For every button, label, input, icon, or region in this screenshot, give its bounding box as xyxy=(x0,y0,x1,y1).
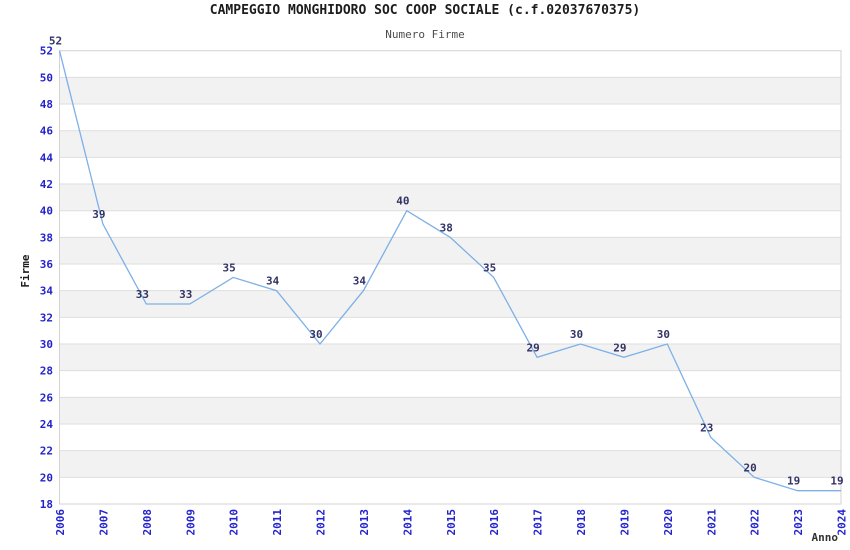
y-tick-label: 22 xyxy=(40,445,53,458)
data-point-label: 29 xyxy=(526,341,539,354)
grid-band xyxy=(59,184,841,211)
chart-title: CAMPEGGIO MONGHIDORO SOC COOP SOCIALE (c… xyxy=(209,3,641,18)
x-tick-label: 2023 xyxy=(792,509,805,536)
data-point-label: 52 xyxy=(49,35,62,48)
x-tick-label: 2009 xyxy=(184,509,197,536)
x-tick-label: 2010 xyxy=(228,509,241,536)
data-point-label: 34 xyxy=(266,275,280,288)
x-tick-label: 2018 xyxy=(575,509,588,536)
x-tick-label: 2015 xyxy=(445,509,458,536)
data-point-label: 30 xyxy=(570,328,583,341)
y-tick-label: 18 xyxy=(40,498,53,511)
y-tick-label: 36 xyxy=(40,258,54,271)
data-point-label: 30 xyxy=(657,328,670,341)
x-tick-label: 2007 xyxy=(97,509,110,536)
plot-border xyxy=(59,50,842,505)
x-tick-label: 2020 xyxy=(662,509,675,536)
data-point-label: 19 xyxy=(830,475,843,488)
data-point-label: 33 xyxy=(136,288,149,301)
data-point-label: 38 xyxy=(440,221,453,234)
y-tick-label: 26 xyxy=(40,391,54,404)
data-point-label: 33 xyxy=(179,288,192,301)
grid-band xyxy=(59,344,841,371)
x-tick-label: 2024 xyxy=(836,509,849,536)
chart-subtitle: Numero Firme xyxy=(385,28,465,41)
y-tick-label: 50 xyxy=(40,71,53,84)
grid-band xyxy=(59,450,841,478)
y-tick-label: 46 xyxy=(40,125,54,138)
data-point-label: 35 xyxy=(483,261,496,274)
x-tick-label: 2008 xyxy=(141,509,154,536)
grid-band xyxy=(59,237,841,265)
x-tick-label: 2006 xyxy=(54,509,67,536)
x-tick-label: 2021 xyxy=(705,509,718,536)
x-tick-label: 2012 xyxy=(315,509,328,536)
x-tick-label: 2016 xyxy=(488,509,501,536)
y-tick-label: 20 xyxy=(40,471,53,484)
data-point-label: 39 xyxy=(92,208,105,221)
data-point-label: 30 xyxy=(309,328,322,341)
y-tick-label: 44 xyxy=(40,151,54,164)
y-tick-label: 30 xyxy=(40,338,53,351)
data-point-label: 20 xyxy=(744,461,757,474)
y-tick-label: 40 xyxy=(40,205,53,218)
series-line xyxy=(58,50,841,492)
y-tick-label: 42 xyxy=(40,178,53,191)
data-point-label: 23 xyxy=(700,421,713,434)
grid-band xyxy=(59,397,841,425)
x-tick-label: 2013 xyxy=(358,509,371,536)
y-tick-label: 38 xyxy=(40,231,53,244)
data-point-label: 35 xyxy=(223,261,236,274)
x-tick-label: 2022 xyxy=(749,509,762,536)
data-point-label: 40 xyxy=(396,195,409,208)
y-tick-label: 28 xyxy=(40,365,53,378)
y-tick-label: 52 xyxy=(40,45,53,58)
data-point-label: 29 xyxy=(613,341,626,354)
data-point-label: 34 xyxy=(353,275,367,288)
y-tick-label: 34 xyxy=(40,285,54,298)
x-tick-label: 2017 xyxy=(532,509,545,536)
y-tick-label: 24 xyxy=(40,418,54,431)
x-tick-label: 2014 xyxy=(401,509,414,536)
y-tick-label: 32 xyxy=(40,311,53,324)
x-tick-label: 2011 xyxy=(271,509,284,536)
x-axis-title: Anno xyxy=(811,531,839,544)
y-tick-label: 48 xyxy=(40,98,53,111)
grid-band xyxy=(59,77,841,105)
x-tick-label: 2019 xyxy=(618,509,631,536)
data-point-label: 19 xyxy=(787,475,800,488)
grid-band xyxy=(59,130,841,158)
